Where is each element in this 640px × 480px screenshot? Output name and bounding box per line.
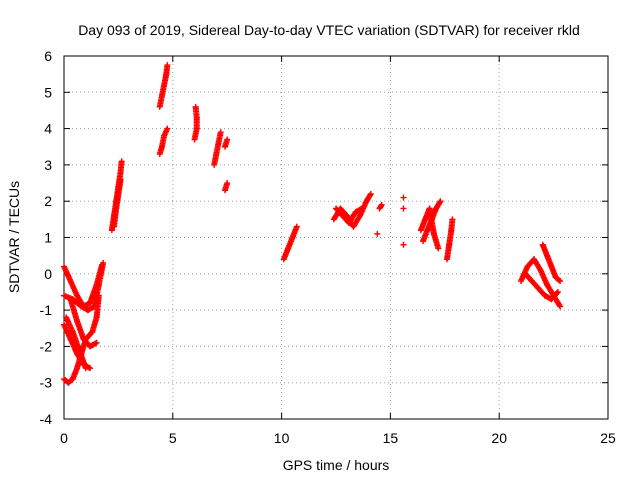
y-axis-label: SDTVAR / TECUs	[6, 181, 22, 293]
data-point	[164, 62, 171, 69]
data-point	[93, 339, 100, 346]
data-point	[117, 176, 124, 183]
data-point	[224, 180, 231, 187]
grid-lines	[64, 56, 608, 419]
data-point	[557, 303, 564, 310]
data-point	[400, 194, 407, 201]
data-point	[359, 205, 366, 212]
y-tick-label: -3	[40, 375, 53, 391]
y-tick-label: -4	[40, 411, 53, 427]
x-tick-label: 10	[274, 430, 290, 446]
axis-ticks: 0 5 10 15 20 25 -4 -3 -2 -1 0 1 2 3 4 5 6	[40, 48, 616, 446]
data-point	[224, 136, 231, 143]
data-point	[164, 125, 171, 132]
data-point	[449, 216, 456, 223]
y-tick-label: 2	[44, 193, 52, 209]
x-tick-label: 0	[60, 430, 68, 446]
y-tick-label: 6	[44, 48, 52, 64]
data-point	[554, 288, 561, 295]
data-point	[437, 198, 444, 205]
y-tick-label: 1	[44, 230, 52, 246]
x-tick-label: 5	[169, 430, 177, 446]
chart-title: Day 093 of 2019, Sidereal Day-to-day VTE…	[78, 22, 580, 38]
y-tick-label: 0	[44, 266, 52, 282]
data-point	[82, 365, 89, 372]
x-axis-label: GPS time / hours	[283, 457, 390, 473]
data-point	[293, 223, 300, 230]
x-tick-label: 15	[383, 430, 399, 446]
data-point	[217, 129, 224, 136]
data-point	[435, 245, 442, 252]
data-point	[554, 289, 561, 296]
y-tick-label: 3	[44, 157, 52, 173]
y-tick-label: 5	[44, 84, 52, 100]
data-point	[377, 203, 384, 210]
data-point	[378, 201, 385, 208]
y-tick-label: -1	[40, 302, 53, 318]
x-tick-label: 20	[491, 430, 507, 446]
data-point	[557, 278, 564, 285]
data-point	[436, 199, 443, 206]
data-point	[374, 230, 381, 237]
data-point	[400, 205, 407, 212]
x-tick-label: 25	[600, 430, 616, 446]
data-point	[192, 103, 199, 110]
data-points	[61, 62, 564, 386]
data-point	[95, 292, 102, 299]
data-point	[118, 158, 125, 165]
data-point	[556, 277, 563, 284]
data-point	[367, 190, 374, 197]
data-point	[367, 192, 374, 199]
y-tick-label: 4	[44, 121, 52, 137]
y-tick-label: -2	[40, 338, 53, 354]
data-point	[400, 241, 407, 248]
data-point	[100, 259, 107, 266]
